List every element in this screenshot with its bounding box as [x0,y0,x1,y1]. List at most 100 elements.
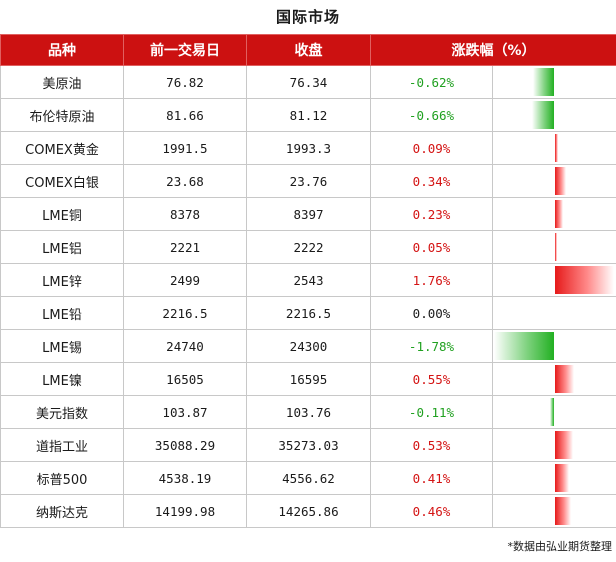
cell-change: -0.66% [370,98,493,132]
cell-name: LME铜 [0,197,124,231]
cell-close: 16595 [246,362,371,396]
cell-change: 0.05% [370,230,493,264]
cell-change-bar [492,362,616,396]
table-row: 美原油 76.82 76.34 -0.62% [0,65,616,99]
positive-change-bar [555,464,569,492]
table-row: LME锌 2499 2543 1.76% [0,263,616,297]
cell-close: 103.76 [246,395,371,429]
column-header-prev: 前一交易日 [123,34,247,66]
cell-change-bar [492,329,616,363]
cell-name: 美元指数 [0,395,124,429]
cell-prev: 8378 [123,197,247,231]
cell-prev: 1991.5 [123,131,247,165]
source-note: *数据由弘业期货整理 [507,540,613,553]
table-row: 布伦特原油 81.66 81.12 -0.66% [0,98,616,132]
cell-name: 纳斯达克 [0,494,124,528]
cell-change-bar [492,494,616,528]
cell-change: 0.00% [370,296,493,330]
cell-name: LME锡 [0,329,124,363]
negative-change-bar [550,398,554,426]
cell-change: 0.55% [370,362,493,396]
table-row: LME铅 2216.5 2216.5 0.00% [0,296,616,330]
cell-close: 2543 [246,263,371,297]
positive-change-bar [555,431,573,459]
cell-change: 0.53% [370,428,493,462]
positive-change-bar [555,167,566,195]
table-row: 美元指数 103.87 103.76 -0.11% [0,395,616,429]
table-row: LME镍 16505 16595 0.55% [0,362,616,396]
cell-name: LME镍 [0,362,124,396]
column-header-change: 涨跌幅（%） [370,34,616,66]
cell-change-bar [492,461,616,495]
page-title: 国际市场 [275,8,340,26]
cell-change-bar [492,263,616,297]
cell-prev: 16505 [123,362,247,396]
positive-change-bar [555,233,557,261]
cell-prev: 103.87 [123,395,247,429]
cell-change: -0.62% [370,65,493,99]
cell-change-bar [492,296,616,330]
table-row: 道指工业 35088.29 35273.03 0.53% [0,428,616,462]
cell-prev: 4538.19 [123,461,247,495]
cell-change: 0.34% [370,164,493,198]
cell-prev: 81.66 [123,98,247,132]
negative-change-bar [532,101,554,129]
positive-change-bar [555,134,558,162]
table-row: 标普500 4538.19 4556.62 0.41% [0,461,616,495]
cell-prev: 2499 [123,263,247,297]
cell-close: 23.76 [246,164,371,198]
cell-prev: 76.82 [123,65,247,99]
column-header-name: 品种 [0,34,124,66]
table-header-row: 品种 前一交易日 收盘 涨跌幅（%） [0,34,616,66]
positive-change-bar [555,266,614,294]
market-table: 品种 前一交易日 收盘 涨跌幅（%） 美原油 76.82 76.34 -0.62% 布伦… [0,34,616,528]
cell-change-bar [492,197,616,231]
cell-name: COMEX黄金 [0,131,124,165]
cell-change-bar [492,230,616,264]
cell-name: COMEX白银 [0,164,124,198]
cell-name: 布伦特原油 [0,98,124,132]
cell-change: -1.78% [370,329,493,363]
cell-close: 76.34 [246,65,371,99]
cell-close: 81.12 [246,98,371,132]
cell-change-bar [492,98,616,132]
cell-close: 14265.86 [246,494,371,528]
cell-change: 0.41% [370,461,493,495]
cell-change: 0.46% [370,494,493,528]
cell-change-bar [492,164,616,198]
cell-close: 2216.5 [246,296,371,330]
cell-name: 道指工业 [0,428,124,462]
cell-prev: 24740 [123,329,247,363]
cell-name: LME锌 [0,263,124,297]
cell-name: LME铝 [0,230,124,264]
cell-close: 4556.62 [246,461,371,495]
positive-change-bar [555,497,571,525]
table-row: COMEX白银 23.68 23.76 0.34% [0,164,616,198]
cell-prev: 2216.5 [123,296,247,330]
cell-change: -0.11% [370,395,493,429]
cell-name: LME铅 [0,296,124,330]
table-row: COMEX黄金 1991.5 1993.3 0.09% [0,131,616,165]
cell-prev: 2221 [123,230,247,264]
cell-close: 8397 [246,197,371,231]
cell-change-bar [492,428,616,462]
positive-change-bar [555,200,563,228]
cell-change: 1.76% [370,263,493,297]
cell-close: 35273.03 [246,428,371,462]
cell-close: 1993.3 [246,131,371,165]
cell-close: 24300 [246,329,371,363]
cell-name: 标普500 [0,461,124,495]
table-body: 美原油 76.82 76.34 -0.62% 布伦特原油 81.66 81.12 -0.66%… [0,65,616,528]
column-header-close: 收盘 [246,34,371,66]
table-row: LME铝 2221 2222 0.05% [0,230,616,264]
cell-change-bar [492,395,616,429]
cell-name: 美原油 [0,65,124,99]
cell-change: 0.09% [370,131,493,165]
negative-change-bar [494,332,554,360]
cell-prev: 14199.98 [123,494,247,528]
cell-close: 2222 [246,230,371,264]
table-row: LME铜 8378 8397 0.23% [0,197,616,231]
cell-change: 0.23% [370,197,493,231]
cell-prev: 23.68 [123,164,247,198]
cell-prev: 35088.29 [123,428,247,462]
